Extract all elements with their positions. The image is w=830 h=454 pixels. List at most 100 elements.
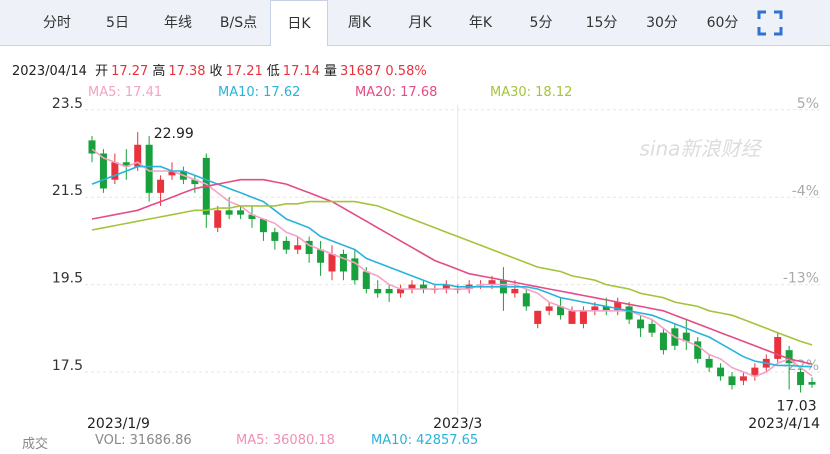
- candle-body: [317, 249, 325, 263]
- tab[interactable]: 60分: [706, 15, 739, 31]
- tab[interactable]: 年线: [164, 15, 192, 31]
- quote-line: 2023/04/14 开 17.27 高 17.38 收 17.21 低 17.14 量 3168…: [12, 60, 431, 79]
- candle-body: [214, 210, 222, 228]
- tab[interactable]: 年K: [468, 15, 493, 31]
- candle-body: [808, 382, 816, 385]
- candle-body: [602, 306, 610, 311]
- candle-body: [374, 288, 382, 294]
- volume-bar: 成交 VOL: 31686.86 MA5: 36080.18 MA10: 42857…: [0, 431, 830, 454]
- tab-bar: 分时 5日 年线 B/S点 日K 周K 月K 年K 5分 15分 30分 60分: [0, 0, 830, 46]
- candle-body: [111, 162, 119, 180]
- fullscreen-button[interactable]: [757, 10, 783, 36]
- legend-entry: MA30: 18.12: [490, 85, 573, 100]
- candle-body: [362, 271, 370, 289]
- tab[interactable]: 月K: [408, 15, 432, 31]
- y-tick-label: 21.5: [52, 183, 83, 199]
- candle-body: [659, 332, 667, 351]
- candle-body: [545, 306, 553, 311]
- ma-line: [91, 178, 813, 365]
- candle-body: [557, 306, 565, 316]
- candle-body: [442, 284, 450, 289]
- candle-body: [739, 376, 747, 381]
- candle-body: [785, 350, 793, 364]
- quote-label: 量: [324, 64, 338, 79]
- tab[interactable]: 15分: [585, 15, 618, 31]
- candle-body: [568, 310, 576, 324]
- y-tick-label: 17.5: [52, 358, 83, 374]
- tab[interactable]: 周K: [347, 15, 372, 31]
- candle-body: [191, 179, 199, 185]
- ma-line: [91, 200, 813, 346]
- candle-body: [294, 245, 302, 250]
- candle-body: [157, 179, 165, 193]
- x-tick-label: 2023/4/14: [748, 416, 820, 432]
- quote-value: 17.27: [111, 64, 149, 79]
- quote-change: 0.58%: [385, 64, 427, 79]
- candle-body: [625, 306, 633, 320]
- candle-body: [774, 337, 782, 359]
- candle-body: [351, 258, 359, 281]
- quote-label: 开: [95, 64, 109, 79]
- y2-tick-label: -13%: [783, 271, 819, 287]
- candle-body: [397, 288, 405, 294]
- y2-tick-label: -4%: [792, 183, 819, 199]
- y-tick-label: 19.5: [52, 271, 83, 287]
- candle-body: [648, 323, 656, 333]
- candle-body: [145, 144, 153, 193]
- candle-body: [522, 293, 530, 307]
- volume-item: MA10: 42857.65: [371, 433, 479, 448]
- candle-body: [305, 240, 313, 255]
- candle-body: [122, 162, 130, 167]
- volume-item: MA5: 36080.18: [236, 433, 335, 448]
- x-tick-label: 2023/3: [433, 416, 482, 432]
- quote-value: 31687: [340, 64, 382, 79]
- quote-label: 收: [209, 64, 223, 79]
- tab[interactable]: 分时: [43, 15, 71, 31]
- candle-body: [248, 214, 256, 220]
- tab[interactable]: 5分: [529, 15, 553, 31]
- tab[interactable]: 日K: [270, 0, 328, 46]
- legend-entry: MA10: 17.62: [218, 85, 301, 100]
- candle-body: [534, 310, 542, 324]
- candle-body: [591, 306, 599, 311]
- candle-body: [751, 367, 759, 377]
- x-tick-label: 2023/1/9: [87, 416, 150, 432]
- candle-body: [259, 219, 267, 233]
- max-label: 22.99: [154, 126, 194, 142]
- candle-body: [408, 284, 416, 289]
- tab[interactable]: 30分: [646, 15, 678, 31]
- candle-body: [579, 310, 587, 324]
- candle-body: [705, 358, 713, 368]
- quote-date: 2023/04/14: [12, 64, 87, 79]
- y-tick-label: 23.5: [52, 96, 83, 112]
- quote-label: 低: [266, 64, 280, 79]
- legend-entry: MA5: 17.41: [88, 85, 163, 100]
- candle-body: [385, 288, 393, 294]
- candle-body: [339, 254, 347, 272]
- candle-body: [637, 319, 645, 329]
- candle-body: [694, 341, 702, 359]
- candle-body: [682, 332, 690, 342]
- ma-line: [91, 165, 813, 368]
- ma-line: [91, 148, 813, 378]
- candle-body: [717, 367, 725, 377]
- candle-body: [488, 280, 496, 285]
- candle-body: [271, 232, 279, 241]
- candle-body: [282, 240, 290, 250]
- tab[interactable]: 5日: [106, 15, 129, 31]
- candle-body: [134, 144, 142, 167]
- candle-body: [225, 210, 233, 215]
- quote-value: 17.21: [225, 64, 263, 79]
- candle-body: [511, 288, 519, 294]
- y2-tick-label: 5%: [797, 96, 819, 112]
- watermark: sina新浪财经: [640, 137, 763, 161]
- quote-value: 17.38: [168, 64, 206, 79]
- candle-body: [328, 254, 336, 272]
- volume-title: 成交: [22, 437, 49, 452]
- min-label: 17.03: [777, 399, 817, 415]
- candle-body: [419, 284, 427, 289]
- tab[interactable]: B/S点: [219, 15, 258, 31]
- legend-entry: MA20: 17.68: [355, 85, 438, 100]
